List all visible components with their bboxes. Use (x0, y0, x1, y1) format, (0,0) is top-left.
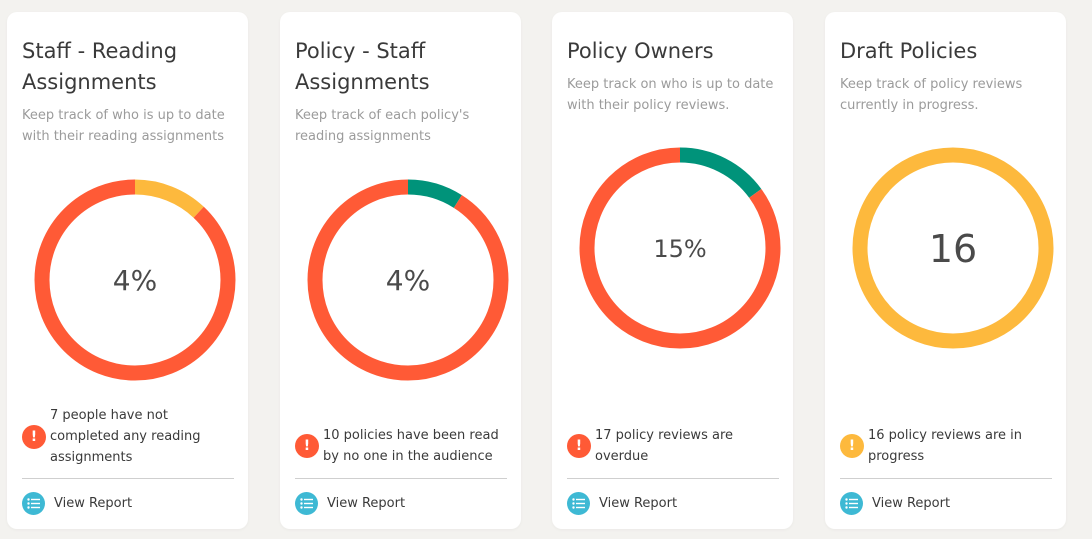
card-title: Policy Owners (567, 39, 714, 63)
donut-chart: 16 (852, 147, 1054, 349)
divider (295, 478, 507, 479)
alert: ! 17 policy reviews are overdue (567, 425, 782, 467)
donut-center-label: 4% (113, 264, 157, 297)
alert-text: 7 people have not completed any reading … (50, 408, 201, 465)
view-report-label: View Report (54, 496, 133, 511)
exclamation-icon: ! (567, 434, 591, 458)
divider (567, 478, 779, 479)
exclamation-icon: ! (840, 434, 864, 458)
list-icon (567, 492, 590, 515)
card-description: Keep track of policy reviews currently i… (840, 77, 1023, 113)
donut-segment-red (307, 179, 509, 381)
donut-center-label: 4% (386, 264, 430, 297)
alert-text: 10 policies have been read by no one in … (323, 428, 499, 464)
card-title: Policy - Staff Assignments (295, 39, 430, 94)
donut-chart: 4% (34, 179, 236, 381)
card-policy-staff-assignments: Policy - Staff Assignments Keep track of… (280, 12, 521, 529)
card-policy-owners: Policy Owners Keep track on who is up to… (552, 12, 793, 529)
view-report-link[interactable]: View Report (295, 492, 405, 515)
alert-text: 16 policy reviews are in progress (868, 428, 1022, 464)
view-report-label: View Report (327, 496, 406, 511)
alert-text: 17 policy reviews are overdue (595, 428, 733, 464)
card-title: Staff - Reading Assignments (22, 39, 178, 94)
divider (22, 478, 234, 479)
card-staff-reading-assignments: Staff - Reading Assignments Keep track o… (7, 12, 248, 529)
alert: ! 16 policy reviews are in progress (840, 425, 1055, 467)
donut-segment-red (34, 179, 236, 381)
view-report-link[interactable]: View Report (567, 492, 677, 515)
view-report-link[interactable]: View Report (22, 492, 132, 515)
card-title: Draft Policies (840, 39, 978, 63)
view-report-label: View Report (599, 496, 678, 511)
card-description: Keep track of each policy's reading assi… (295, 108, 470, 144)
exclamation-icon: ! (295, 434, 319, 458)
divider (840, 478, 1052, 479)
card-description: Keep track of who is up to date with the… (22, 108, 225, 144)
donut-chart: 15% (579, 147, 781, 349)
alert: ! 10 policies have been read by no one i… (295, 425, 510, 467)
donut-center-label: 15% (653, 235, 706, 263)
list-icon (840, 492, 863, 515)
donut-segment-red (579, 147, 781, 349)
card-draft-policies: Draft Policies Keep track of policy revi… (825, 12, 1066, 529)
exclamation-icon: ! (22, 424, 46, 449)
view-report-label: View Report (872, 496, 951, 511)
list-icon (295, 492, 318, 515)
list-icon (22, 492, 45, 515)
donut-center-label: 16 (929, 227, 977, 271)
donut-segment-yellow (852, 147, 1054, 349)
card-description: Keep track on who is up to date with the… (567, 77, 774, 113)
alert: ! 7 people have not completed any readin… (22, 405, 237, 468)
view-report-link[interactable]: View Report (840, 492, 950, 515)
donut-chart: 4% (307, 179, 509, 381)
